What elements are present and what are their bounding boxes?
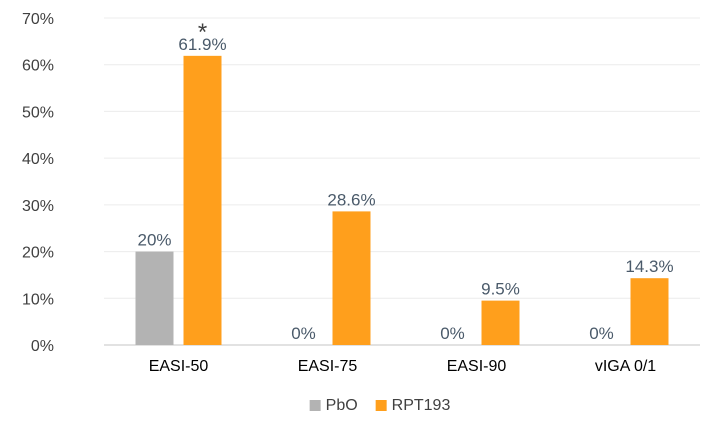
data-label: 14.3% — [625, 257, 673, 276]
y-tick-label: 0% — [31, 338, 54, 355]
legend-swatch — [375, 400, 387, 411]
legend-label: RPT193 — [392, 397, 451, 414]
y-tick-label: 50% — [22, 104, 54, 121]
data-label: 0% — [440, 324, 465, 343]
legend-item: PbO — [309, 397, 358, 414]
legend-label: PbO — [326, 397, 358, 414]
significance-asterisk: * — [198, 19, 207, 46]
data-labels: 20% 61.9% 0% 28.6% 0% 9.5% 0% 14.3% — [137, 35, 673, 343]
y-tick-label: 30% — [22, 198, 54, 215]
data-label: 28.6% — [327, 190, 375, 209]
bar-rpt193 — [630, 278, 669, 345]
category-label: EASI-75 — [298, 358, 358, 375]
data-label: 61.9% — [178, 35, 226, 54]
data-label: 20% — [137, 231, 171, 250]
category-label: vIGA 0/1 — [595, 358, 656, 375]
data-label: 0% — [589, 324, 614, 343]
category-label: EASI-50 — [149, 358, 209, 375]
y-tick-label: 70% — [22, 11, 54, 28]
y-axis-ticks: 0% 10% 20% 30% 40% 50% 60% 70% — [22, 11, 54, 355]
data-label: 0% — [291, 324, 316, 343]
y-tick-label: 60% — [22, 58, 54, 75]
category-labels: EASI-50 EASI-75 EASI-90 vIGA 0/1 — [149, 358, 657, 375]
legend-item: RPT193 — [375, 397, 451, 414]
bars — [135, 55, 669, 346]
bar-rpt193 — [481, 300, 520, 345]
annotations: * — [198, 19, 207, 46]
y-tick-label: 40% — [22, 151, 54, 168]
legend: PbO RPT193 — [309, 397, 451, 414]
bar-pbo — [135, 251, 174, 345]
legend-swatch — [309, 400, 321, 411]
category-label: EASI-90 — [447, 358, 507, 375]
y-tick-label: 10% — [22, 291, 54, 308]
y-tick-label: 20% — [22, 245, 54, 262]
bar-rpt193 — [332, 211, 371, 345]
data-label: 9.5% — [481, 280, 520, 299]
bar-rpt193 — [183, 55, 222, 346]
